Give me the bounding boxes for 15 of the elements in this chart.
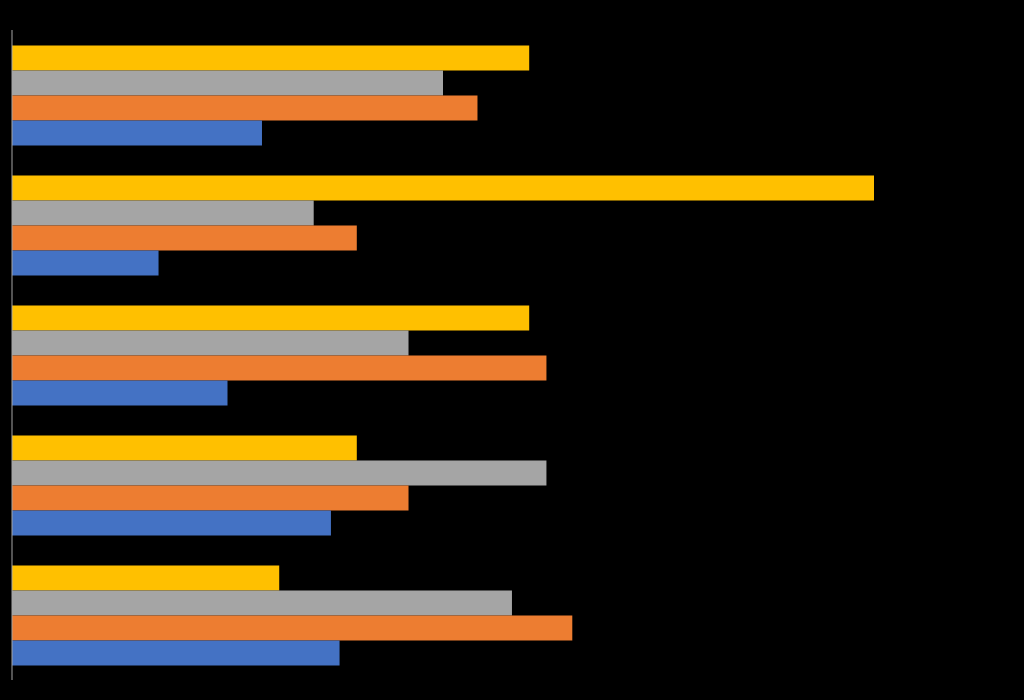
bar <box>12 435 357 461</box>
bar <box>12 175 874 201</box>
bar <box>12 305 530 331</box>
bar <box>12 95 478 121</box>
bar <box>12 225 357 251</box>
bar <box>12 45 530 71</box>
bar <box>12 510 331 536</box>
bar <box>12 355 547 381</box>
bar <box>12 640 340 666</box>
bar <box>12 485 409 511</box>
bar <box>12 565 280 591</box>
bar <box>12 250 159 276</box>
bar <box>12 615 573 641</box>
bar <box>12 120 262 146</box>
bar <box>12 380 228 406</box>
